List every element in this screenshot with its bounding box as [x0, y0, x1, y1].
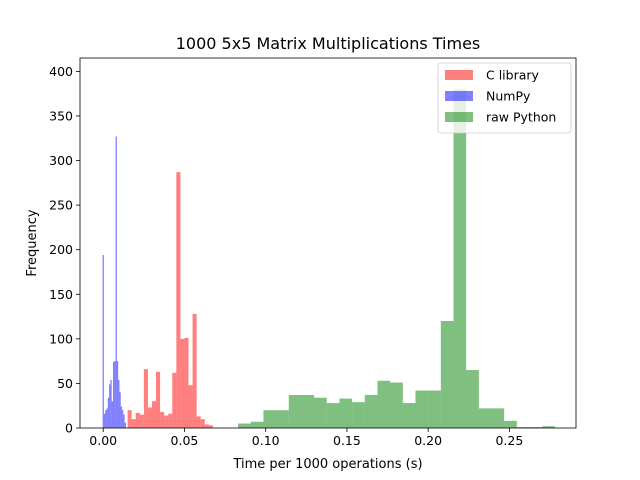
histogram-bar	[542, 426, 555, 428]
y-tick-label: 250	[49, 198, 73, 213]
histogram-bar	[453, 89, 467, 428]
x-tick-label: 0.00	[89, 433, 117, 448]
histogram-bar	[176, 172, 181, 428]
histogram-bar	[119, 392, 121, 428]
legend-swatch	[445, 70, 473, 80]
legend-label: NumPy	[486, 89, 531, 104]
histogram-bar	[238, 423, 251, 428]
y-tick-label: 300	[49, 153, 73, 168]
histogram-bar	[250, 421, 264, 428]
y-tick-label: 350	[49, 108, 73, 123]
y-tick-label: 0	[65, 421, 73, 436]
histogram-bar	[110, 379, 112, 428]
y-tick-label: 400	[49, 64, 73, 79]
x-tick-label: 0.25	[495, 433, 523, 448]
histogram-bar	[529, 427, 543, 428]
histogram-bar	[147, 407, 152, 428]
histogram-bar	[180, 338, 185, 428]
histogram-bar	[115, 136, 117, 428]
histogram-bar	[478, 408, 492, 428]
histogram-bar	[428, 390, 441, 428]
histogram-bar	[415, 390, 429, 428]
y-tick-label: 100	[49, 331, 73, 346]
histogram-bar	[135, 412, 140, 428]
x-tick-label: 0.10	[252, 433, 280, 448]
histogram-bar	[339, 398, 353, 428]
histogram-bar	[122, 410, 124, 428]
x-tick-label: 0.20	[414, 433, 442, 448]
histogram-bar	[440, 321, 454, 428]
y-tick-label: 200	[49, 242, 73, 257]
histogram-bar	[168, 413, 173, 428]
histogram-bar	[143, 369, 148, 428]
histogram-bar	[102, 255, 104, 428]
histogram-bar	[504, 420, 517, 428]
series-c-library	[127, 172, 213, 428]
histogram-bar	[491, 408, 505, 428]
y-tick-label: 150	[49, 287, 73, 302]
histogram-bar	[208, 425, 213, 428]
histogram-bar	[314, 397, 327, 428]
histogram-bar	[123, 414, 125, 428]
x-axis: 0.00 0.05 0.10 0.15 0.20 0.25	[89, 428, 523, 448]
histogram-bar	[276, 410, 289, 428]
histogram-bar	[204, 424, 209, 428]
histogram-bar	[124, 422, 126, 428]
histogram-bar	[390, 382, 403, 428]
histogram-bar	[112, 362, 115, 428]
histogram-bar	[288, 395, 302, 428]
series-numpy	[102, 136, 126, 428]
x-tick-label: 0.15	[333, 433, 361, 448]
chart-title: 1000 5x5 Matrix Multiplications Times	[176, 34, 481, 53]
histogram-bar	[196, 416, 201, 428]
histogram-bar	[114, 361, 116, 428]
legend-swatch	[445, 112, 473, 122]
histogram-bar	[301, 395, 315, 428]
histogram-bar	[326, 403, 340, 428]
histogram-bar	[116, 361, 119, 428]
histogram-bar	[160, 411, 165, 428]
legend-label: raw Python	[486, 110, 556, 125]
legend-label: C library	[486, 68, 540, 83]
series-raw-python	[238, 89, 555, 428]
histogram-bar	[106, 408, 108, 428]
histogram-bar	[105, 410, 107, 428]
histogram-bar	[352, 402, 365, 428]
histogram-bar	[172, 372, 177, 428]
histogram-bar	[377, 380, 391, 428]
y-axis: 0 50 100 150 200 250 300 350 400	[49, 64, 80, 436]
histogram-bar	[192, 313, 197, 428]
histogram-bar	[263, 410, 277, 428]
histogram-bar	[516, 427, 530, 428]
histogram-bar	[184, 337, 189, 428]
histogram-bar	[364, 395, 378, 428]
histogram-bar	[466, 370, 479, 428]
histogram-bar	[127, 410, 132, 428]
histogram-bar	[200, 419, 205, 428]
legend-swatch	[445, 91, 473, 101]
histogram-bar	[402, 403, 416, 428]
histogram-bar	[120, 406, 123, 428]
histogram-bar	[151, 401, 157, 428]
histogram-bar	[118, 379, 120, 428]
x-tick-label: 0.05	[171, 433, 199, 448]
histogram-bar	[109, 384, 111, 428]
legend: C library NumPy raw Python	[437, 62, 572, 134]
axes-frame	[79, 57, 577, 429]
histogram-bar	[111, 401, 113, 428]
histogram-bar	[156, 371, 161, 428]
histogram-bar	[107, 397, 110, 428]
y-axis-label: Frequency	[25, 209, 40, 276]
histogram-bar	[103, 413, 106, 428]
histogram-bar	[131, 419, 136, 428]
histogram-bar	[164, 415, 169, 428]
histogram-bar	[139, 414, 144, 428]
x-axis-label: Time per 1000 operations (s)	[232, 457, 422, 472]
plot-area	[102, 89, 555, 428]
histogram-bar	[188, 385, 193, 428]
y-tick-label: 50	[57, 376, 73, 391]
